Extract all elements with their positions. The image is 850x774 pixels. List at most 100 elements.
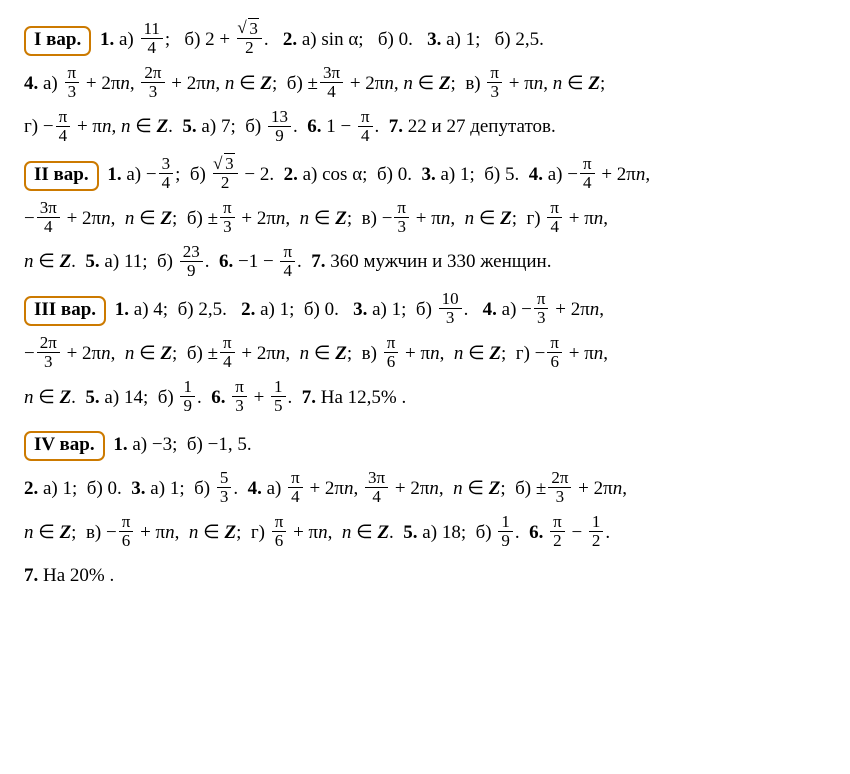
q-num: 6. <box>211 387 225 408</box>
fraction: 53 <box>217 469 232 506</box>
q-num: 2. <box>241 299 255 320</box>
part-label: б) <box>416 299 432 320</box>
fraction: 15 <box>271 378 286 415</box>
q-num: 6. <box>307 116 321 137</box>
q-num: 5. <box>85 387 99 408</box>
part-label: в) <box>86 522 101 543</box>
answer-text: 22 и 27 депутатов. <box>408 116 556 137</box>
part-label: а) <box>104 387 119 408</box>
fraction: 19 <box>180 378 195 415</box>
fraction: π3 <box>534 290 549 327</box>
part-label: а) <box>132 434 147 455</box>
part-label: б) <box>184 29 200 50</box>
part-label: б) <box>378 29 394 50</box>
part-label: б) <box>377 164 393 185</box>
math-text: sin α <box>321 29 358 50</box>
part-label: б) <box>187 208 203 229</box>
fraction: 239 <box>180 243 203 280</box>
q-num: 4. <box>483 299 497 320</box>
q-num: 1. <box>115 299 129 320</box>
fraction: π2 <box>550 513 565 550</box>
variant-1-label: I вар. <box>24 26 91 56</box>
q-num: 4. <box>248 478 262 499</box>
q-num: 6. <box>219 251 233 272</box>
fraction: π4 <box>220 334 235 371</box>
fraction: 2π3 <box>141 64 164 101</box>
q-num: 1. <box>113 434 127 455</box>
part-label: а) <box>267 478 282 499</box>
q-num: 2. <box>283 29 297 50</box>
q-num: 2. <box>24 478 38 499</box>
part-label: в) <box>362 343 377 364</box>
part-label: а) <box>446 29 461 50</box>
part-label: б) <box>476 522 492 543</box>
fraction: π6 <box>547 334 562 371</box>
fraction: 19 <box>498 513 513 550</box>
fraction: 3π4 <box>320 64 343 101</box>
answer-text: 360 мужчин и 330 женщин. <box>330 251 551 272</box>
fraction: 3π4 <box>365 469 388 506</box>
part-label: б) <box>287 73 303 94</box>
fraction: 12 <box>589 513 604 550</box>
part-label: а) <box>43 478 58 499</box>
part-label: б) <box>187 343 203 364</box>
q-num: 7. <box>389 116 403 137</box>
part-label: а) <box>119 29 134 50</box>
part-label: а) <box>134 299 149 320</box>
part-label: а) <box>548 164 563 185</box>
q-num: 7. <box>302 387 316 408</box>
math-text: cos α <box>322 164 362 185</box>
q-num: 4. <box>529 164 543 185</box>
variant-2-label: II вар. <box>24 161 99 191</box>
fraction: 32 <box>237 20 262 57</box>
part-label: г) <box>516 343 530 364</box>
part-label: б) <box>515 478 531 499</box>
part-label: а) <box>104 251 119 272</box>
q-num: 5. <box>403 522 417 543</box>
fraction: π3 <box>394 199 409 236</box>
part-label: г) <box>527 208 541 229</box>
fraction: 32 <box>213 155 238 192</box>
part-label: а) <box>303 164 318 185</box>
part-label: в) <box>362 208 377 229</box>
variant-4: IV вар. 1. а) −3; б) −1, 5. 2. а) 1; б) … <box>24 423 826 598</box>
q-num: 3. <box>131 478 145 499</box>
part-label: б) <box>87 478 103 499</box>
q-num: 3. <box>421 164 435 185</box>
part-label: а) <box>260 299 275 320</box>
fraction: π6 <box>119 513 134 550</box>
q-num: 5. <box>85 251 99 272</box>
part-label: б) <box>194 478 210 499</box>
fraction: π6 <box>272 513 287 550</box>
q-num: 3. <box>353 299 367 320</box>
variant-3: III вар. 1. а) 4; б) 2,5. 2. а) 1; б) 0.… <box>24 288 826 419</box>
fraction: π6 <box>384 334 399 371</box>
part-label: а) <box>150 478 165 499</box>
fraction: 2π3 <box>548 469 571 506</box>
fraction: π4 <box>288 469 303 506</box>
fraction: π3 <box>232 378 247 415</box>
variant-4-label: IV вар. <box>24 431 105 461</box>
fraction: π3 <box>65 64 80 101</box>
fraction: π4 <box>56 108 71 145</box>
part-label: б) <box>178 299 194 320</box>
part-label: б) <box>187 434 203 455</box>
fraction: π4 <box>280 243 295 280</box>
fraction: 2π3 <box>37 334 60 371</box>
fraction: 3π4 <box>37 199 60 236</box>
q-num: 2. <box>284 164 298 185</box>
fraction: π3 <box>487 64 502 101</box>
fraction: π4 <box>547 199 562 236</box>
variant-3-label: III вар. <box>24 296 106 326</box>
part-label: а) <box>422 522 437 543</box>
variant-1: I вар. 1. а) 114; б) 2 + 32. 2. а) sin α… <box>24 18 826 149</box>
variant-2: II вар. 1. а) −34; б) 32 − 2. 2. а) cos … <box>24 153 826 284</box>
q-num: 4. <box>24 73 38 94</box>
part-label: б) <box>190 164 206 185</box>
part-label: б) <box>484 164 500 185</box>
part-label: а) <box>302 29 317 50</box>
fraction: 139 <box>268 108 291 145</box>
answer-text: На 12,5% . <box>321 387 406 408</box>
q-num: 1. <box>100 29 114 50</box>
q-num: 7. <box>311 251 325 272</box>
